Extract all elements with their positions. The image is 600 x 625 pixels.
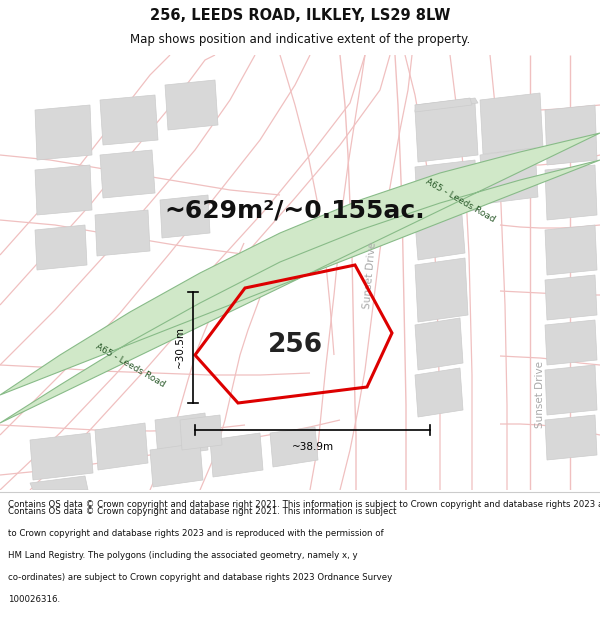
Text: ~30.5m: ~30.5m [175,326,185,369]
Text: Contains OS data © Crown copyright and database right 2021. This information is : Contains OS data © Crown copyright and d… [8,500,600,509]
Polygon shape [165,80,218,130]
Polygon shape [100,95,158,145]
Text: ~38.9m: ~38.9m [292,442,334,452]
Polygon shape [415,98,472,112]
Polygon shape [480,93,543,154]
Polygon shape [95,423,148,470]
Polygon shape [30,433,93,480]
Text: 256, LEEDS ROAD, ILKLEY, LS29 8LW: 256, LEEDS ROAD, ILKLEY, LS29 8LW [150,8,450,22]
Polygon shape [415,160,478,217]
Polygon shape [415,98,478,110]
Polygon shape [155,413,208,457]
Polygon shape [160,195,210,238]
Text: Sunset Drive: Sunset Drive [535,361,545,429]
Polygon shape [270,427,318,467]
Polygon shape [35,105,92,160]
Text: to Crown copyright and database rights 2023 and is reproduced with the permissio: to Crown copyright and database rights 2… [8,529,383,538]
Polygon shape [545,165,597,220]
Polygon shape [415,368,463,417]
Polygon shape [545,365,597,415]
Text: ~629m²/~0.155ac.: ~629m²/~0.155ac. [164,198,425,222]
Text: Sunset Drive: Sunset Drive [362,241,378,309]
Polygon shape [30,476,88,490]
Polygon shape [180,415,222,450]
Text: Contains OS data © Crown copyright and database right 2021. This information is : Contains OS data © Crown copyright and d… [8,507,397,516]
Polygon shape [545,225,597,275]
Polygon shape [415,103,478,162]
Polygon shape [35,225,87,270]
Polygon shape [545,275,597,320]
Polygon shape [35,165,92,215]
Polygon shape [480,148,538,204]
Text: 256: 256 [268,332,323,358]
Polygon shape [415,215,465,260]
Polygon shape [415,258,468,322]
Text: Map shows position and indicative extent of the property.: Map shows position and indicative extent… [130,32,470,46]
Text: A65 - Leeds Road: A65 - Leeds Road [424,176,496,224]
Polygon shape [100,150,155,198]
Text: 100026316.: 100026316. [8,595,60,604]
Polygon shape [545,415,597,460]
Text: co-ordinates) are subject to Crown copyright and database rights 2023 Ordnance S: co-ordinates) are subject to Crown copyr… [8,573,392,582]
Polygon shape [0,133,600,423]
Polygon shape [95,210,150,256]
Polygon shape [545,105,597,165]
Text: A65 - Leeds Road: A65 - Leeds Road [94,341,166,389]
Polygon shape [210,433,263,477]
Text: HM Land Registry. The polygons (including the associated geometry, namely x, y: HM Land Registry. The polygons (includin… [8,551,358,560]
Polygon shape [415,318,463,370]
Polygon shape [545,320,597,365]
Polygon shape [150,443,203,487]
